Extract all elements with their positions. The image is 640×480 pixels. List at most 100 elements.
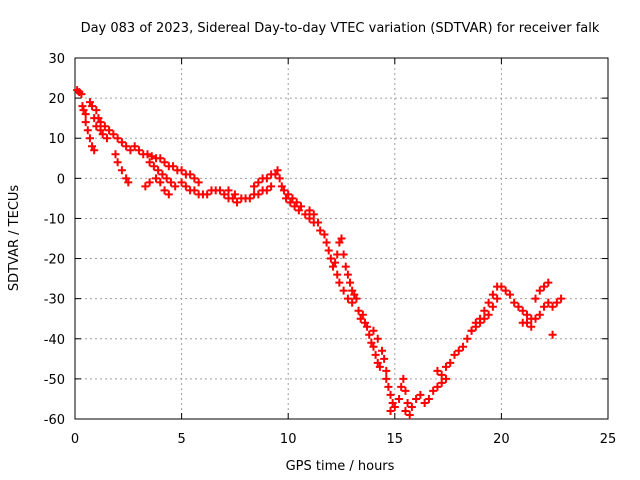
data-point-marker <box>360 318 369 327</box>
y-axis-label: SDTVAR / TECUs <box>7 185 22 292</box>
data-point-marker <box>401 386 410 395</box>
data-point-marker <box>346 278 355 287</box>
data-point-marker <box>365 330 374 339</box>
data-point-marker <box>78 102 87 111</box>
data-point-marker <box>262 174 271 183</box>
data-point-marker <box>488 290 497 299</box>
data-point-marker <box>156 178 165 187</box>
data-point-marker <box>343 270 352 279</box>
data-point-marker <box>233 198 242 207</box>
data-point-marker <box>271 170 280 179</box>
data-point-marker <box>254 178 263 187</box>
data-point-marker <box>160 158 169 167</box>
data-point-marker <box>122 142 131 151</box>
data-point-marker <box>126 146 135 155</box>
data-point-marker <box>177 166 186 175</box>
data-point-marker <box>341 262 350 271</box>
data-point-marker <box>548 330 557 339</box>
data-point-marker <box>230 190 239 199</box>
data-point-marker <box>224 186 233 195</box>
data-point-marker <box>284 190 293 199</box>
data-point-marker <box>386 406 395 415</box>
data-point-marker <box>407 402 416 411</box>
data-point-marker <box>220 190 229 199</box>
y-tick-label: 10 <box>48 132 65 147</box>
data-point-marker <box>279 186 288 195</box>
data-point-marker <box>356 314 365 323</box>
data-point-marker <box>433 366 442 375</box>
data-point-marker <box>412 394 421 403</box>
data-point-marker <box>109 130 118 139</box>
data-point-marker <box>83 126 92 135</box>
data-point-marker <box>286 198 295 207</box>
data-point-marker <box>339 250 348 259</box>
data-point-marker <box>250 182 259 191</box>
data-point-marker <box>420 398 429 407</box>
data-point-marker <box>314 218 323 227</box>
data-point-marker <box>531 314 540 323</box>
data-point-marker <box>190 186 199 195</box>
data-point-marker <box>535 310 544 319</box>
data-point-marker <box>467 326 476 335</box>
data-point-marker <box>518 306 527 315</box>
data-point-marker <box>162 174 171 183</box>
data-point-marker <box>145 178 154 187</box>
data-point-marker <box>335 278 344 287</box>
data-point-marker <box>90 114 99 123</box>
data-point-marker <box>322 238 331 247</box>
data-point-marker <box>384 382 393 391</box>
data-point-marker <box>203 190 212 199</box>
data-point-marker <box>77 90 86 99</box>
x-tick-label: 0 <box>71 432 79 447</box>
data-point-marker <box>557 294 566 303</box>
data-point-marker <box>527 322 536 331</box>
data-point-marker <box>544 298 553 307</box>
data-point-marker <box>522 310 531 319</box>
data-point-marker <box>90 146 99 155</box>
data-point-marker <box>134 146 143 155</box>
data-point-marker <box>350 290 359 299</box>
data-point-marker <box>152 174 161 183</box>
data-point-marker <box>514 302 523 311</box>
data-point-marker <box>96 126 105 135</box>
data-point-marker <box>92 122 101 131</box>
data-point-marker <box>98 130 107 139</box>
data-point-marker <box>380 354 389 363</box>
data-point-marker <box>122 174 131 183</box>
data-point-marker <box>369 342 378 351</box>
data-point-marker <box>282 194 291 203</box>
y-tick-label: -30 <box>44 293 65 308</box>
data-point-marker <box>476 318 485 327</box>
data-point-marker <box>290 202 299 211</box>
data-point-marker <box>177 178 186 187</box>
data-point-marker <box>397 382 406 391</box>
data-point-marker <box>493 294 502 303</box>
data-point-marker <box>124 178 133 187</box>
data-point-marker <box>358 310 367 319</box>
data-point-marker <box>386 390 395 399</box>
data-point-marker <box>171 182 180 191</box>
chart-title: Day 083 of 2023, Sidereal Day-to-day VTE… <box>81 21 600 36</box>
data-point-marker <box>348 298 357 307</box>
data-point-marker <box>294 206 303 215</box>
data-point-marker <box>316 226 325 235</box>
data-point-marker <box>471 322 480 331</box>
data-point-marker <box>113 158 122 167</box>
data-point-marker <box>505 290 514 299</box>
data-point-marker <box>164 190 173 199</box>
data-point-marker <box>215 186 224 195</box>
data-point-marker <box>320 230 329 239</box>
data-point-marker <box>331 258 340 267</box>
data-point-marker <box>369 326 378 335</box>
data-point-marker <box>522 318 531 327</box>
x-tick-label: 25 <box>600 432 617 447</box>
data-point-marker <box>166 178 175 187</box>
data-point-marker <box>117 166 126 175</box>
data-point-marker <box>88 142 97 151</box>
data-point-marker <box>326 254 335 263</box>
y-tick-label: -20 <box>44 253 65 268</box>
data-point-marker <box>81 110 90 119</box>
data-point-marker <box>497 282 506 291</box>
plot-border <box>74 57 609 420</box>
data-point-marker <box>535 286 544 295</box>
